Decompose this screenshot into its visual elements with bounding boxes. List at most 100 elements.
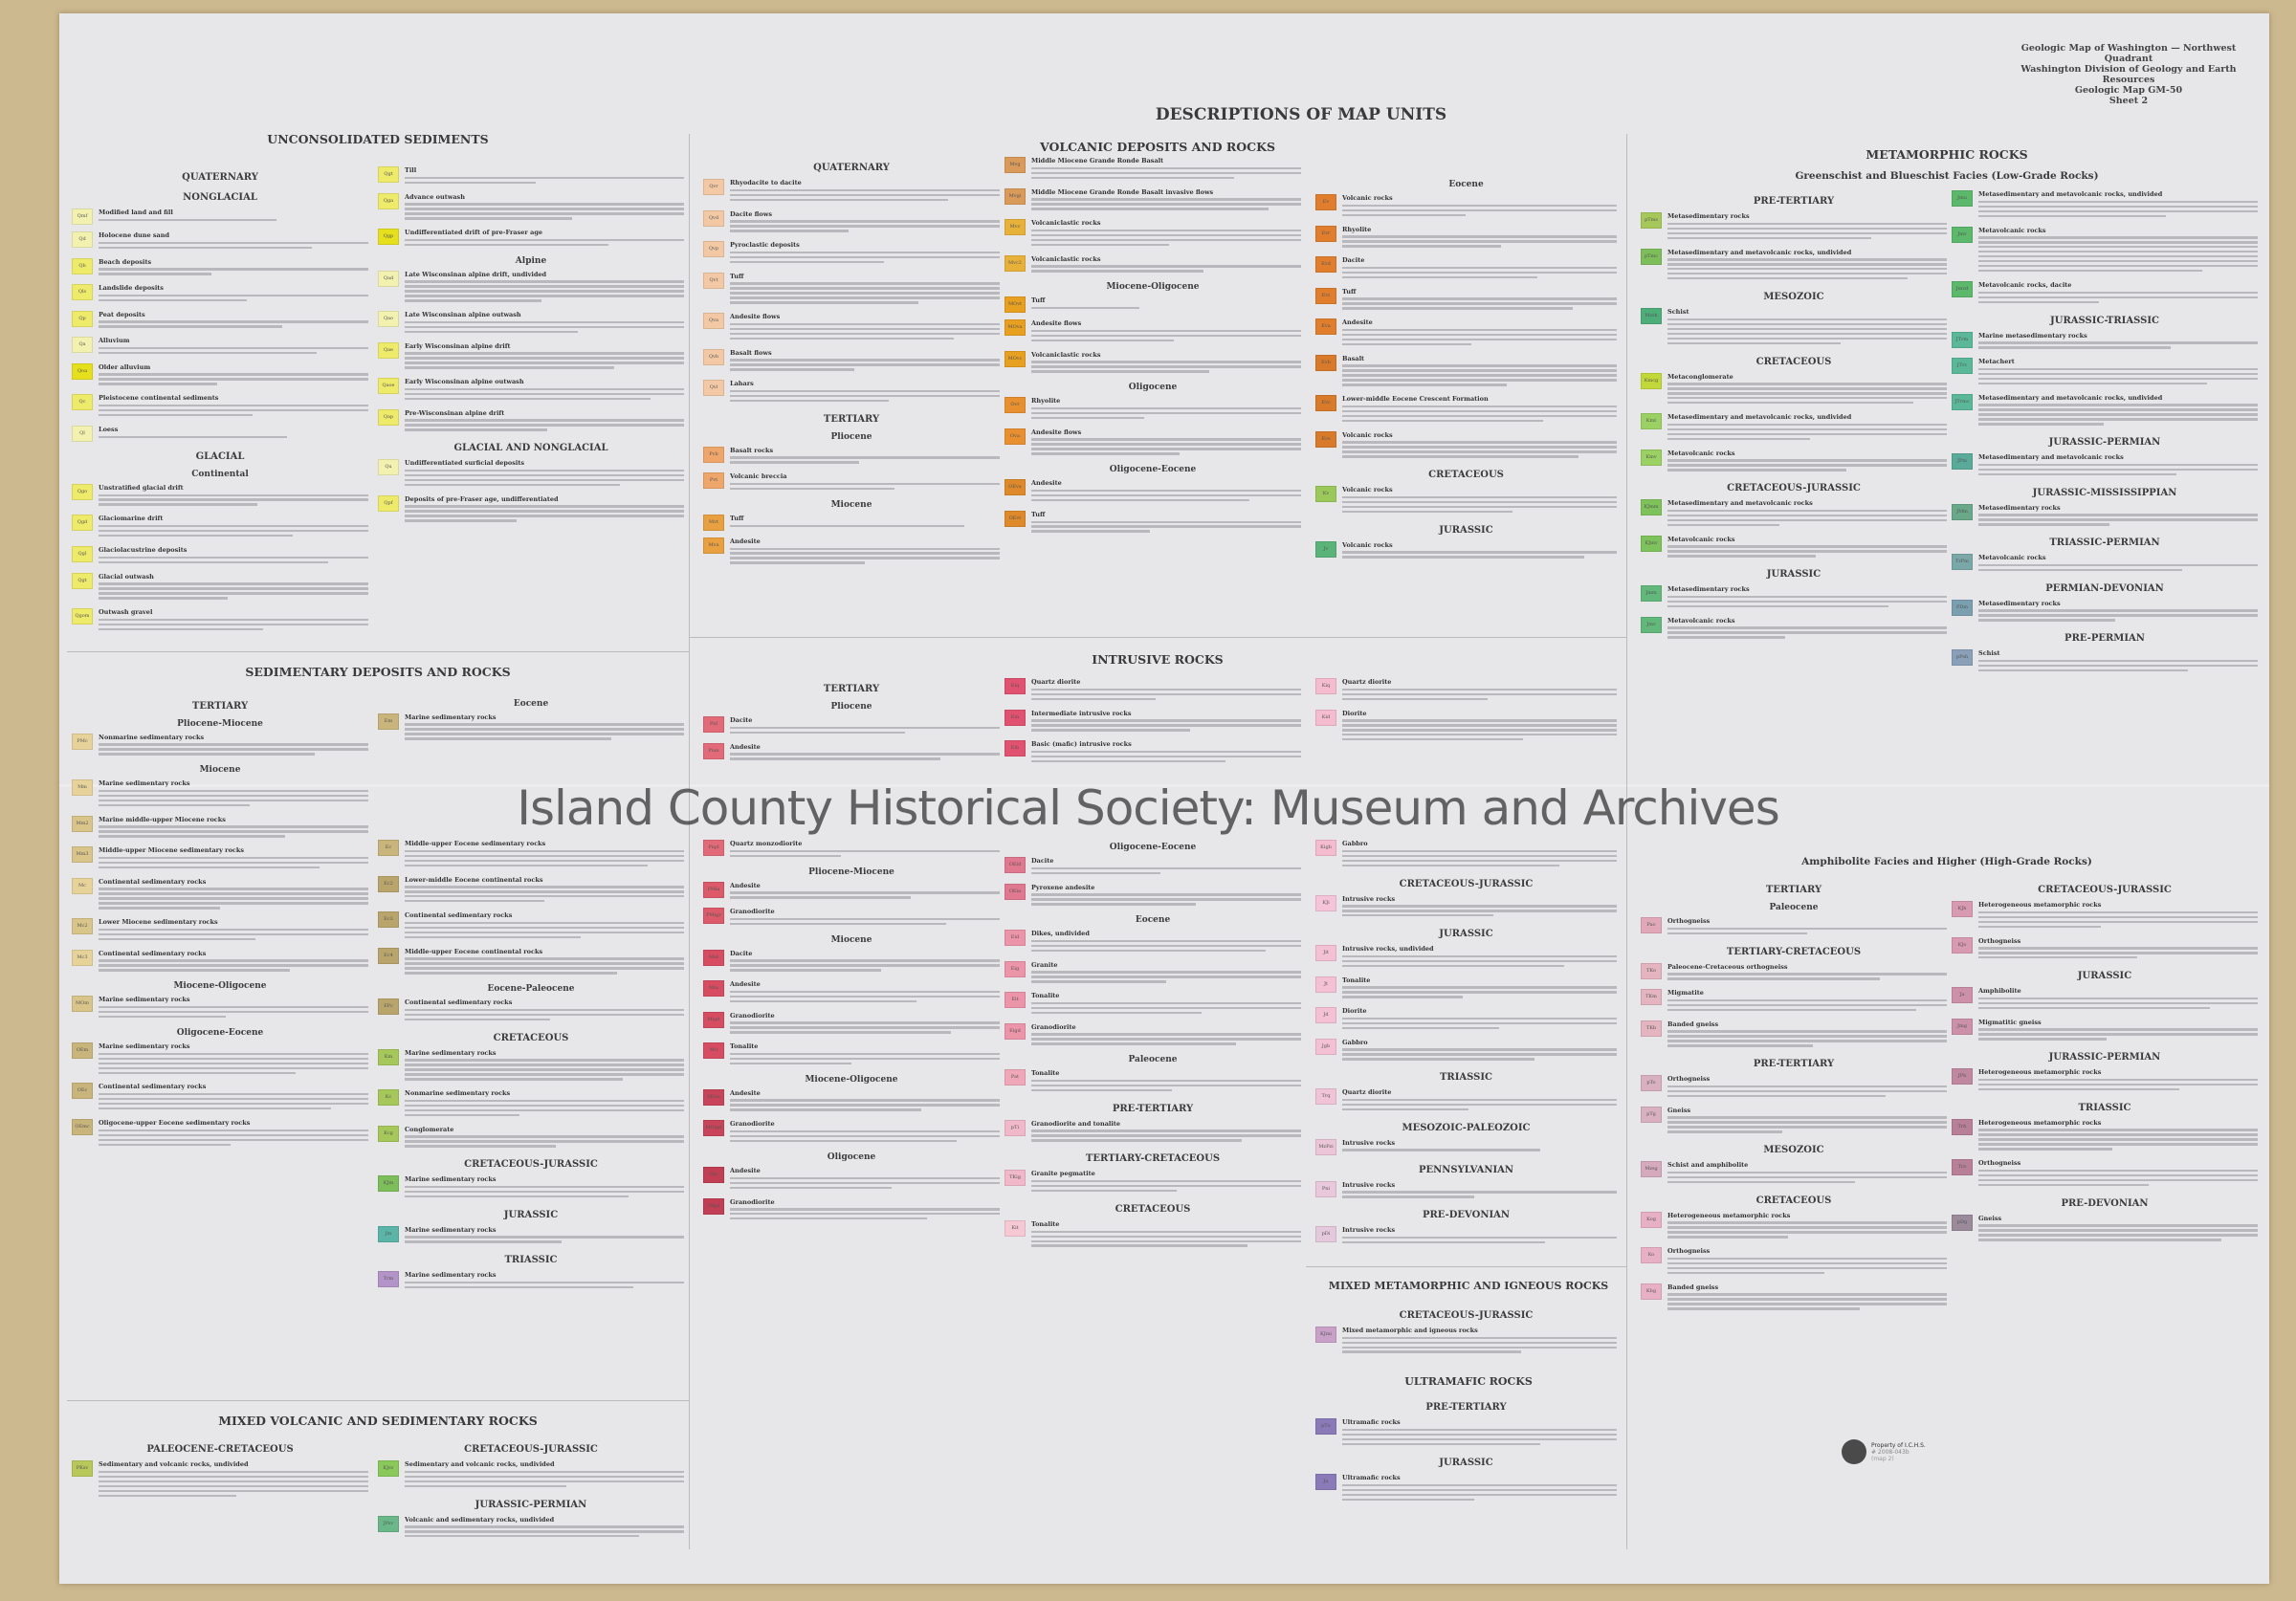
unit-color-swatch: Mvg	[1004, 157, 1026, 173]
map-unit: Jmm Metasedimentary rocks	[1641, 585, 1947, 610]
unit-name: Diorite	[1342, 1007, 1367, 1016]
description-text-line	[99, 888, 368, 890]
description-text-line	[1342, 719, 1617, 722]
unit-color-swatch: Kid	[1315, 709, 1336, 726]
description-text-line	[99, 1071, 296, 1074]
description-text-line	[1978, 1173, 2258, 1177]
description-text-line	[1978, 659, 2258, 663]
description-text-line	[99, 928, 368, 932]
heading-sedimentary: SEDIMENTARY DEPOSITS AND ROCKS	[245, 664, 511, 679]
description-text-line	[99, 937, 255, 941]
description-text-line	[405, 1018, 550, 1021]
description-text-line	[405, 295, 684, 297]
description-text-line	[1031, 243, 1169, 247]
unit-name: Metasedimentary rocks	[1978, 599, 2061, 607]
description-text-line	[730, 220, 1000, 223]
description-text-line	[1978, 1234, 2258, 1237]
description-text-line	[405, 397, 651, 401]
description-text-line	[1667, 595, 1947, 599]
unit-name: Orthogneiss	[1978, 936, 2021, 945]
unit-name: Basalt	[1342, 354, 1365, 362]
map-unit: KJmi Mixed metamorphic and igneous rocks	[1315, 1326, 1617, 1356]
unit-color-swatch: Qao	[378, 311, 399, 328]
map-unit: Qc Pleistocene continental sediments	[72, 394, 368, 419]
unit-name: Continental sedimentary rocks	[99, 1083, 207, 1091]
description-text-line	[99, 794, 368, 798]
map-unit: Jv Volcanic rocks	[1315, 540, 1617, 561]
description-text-line	[1978, 664, 2258, 668]
description-text-line	[1031, 949, 1267, 953]
description-text-line	[1667, 1298, 1947, 1301]
description-text-line	[730, 990, 1000, 994]
unit-color-swatch: Piqd	[703, 840, 724, 856]
description-text-line	[1342, 455, 1578, 458]
map-unit: OEvt Tuff	[1004, 510, 1301, 536]
description-text-line	[405, 483, 620, 487]
unit-name: Oligocene-upper Eocene sedimentary rocks	[99, 1119, 251, 1128]
epoch-heading: Miocene	[199, 765, 241, 776]
unit-name: Metavolcanic rocks	[1978, 554, 2046, 562]
unit-name: Middle-upper Eocene continental rocks	[405, 947, 543, 955]
description-text-line	[99, 320, 368, 323]
unit-color-swatch: Evc	[1315, 395, 1336, 412]
description-text-line	[1342, 379, 1617, 382]
map-unit: MOm Marine sedimentary rocks	[72, 996, 368, 1020]
description-text-line	[1342, 1021, 1617, 1025]
description-text-line	[1978, 372, 2258, 376]
unit-name: Andesite	[1342, 318, 1373, 327]
unit-color-swatch: Evb	[1315, 354, 1336, 371]
unit-color-swatch: OEva	[1004, 479, 1026, 496]
description-text-line	[1031, 692, 1301, 695]
unit-name: Quartz diorite	[1342, 1088, 1392, 1097]
unit-column: Qgt Till Qga Advance outwash Qgp Undifferenti…	[378, 163, 684, 531]
description-text-line	[1031, 971, 1301, 974]
map-unit: Qao Late Wisconsinan alpine outwash	[378, 311, 684, 336]
unit-name: Peat deposits	[99, 310, 145, 318]
unit-color-swatch: Eiq	[1004, 678, 1026, 694]
description-text-line	[1342, 954, 1617, 958]
description-text-line	[1031, 238, 1301, 242]
description-text-line	[730, 757, 940, 760]
period-heading: CRETACEOUS	[1115, 1203, 1191, 1215]
description-text-line	[1031, 944, 1301, 948]
description-text-line	[99, 1011, 368, 1014]
period-heading: PRE-TERTIARY	[1112, 1103, 1194, 1114]
unit-name: Andesite	[730, 537, 761, 545]
description-text-line	[1031, 759, 1226, 763]
description-text-line	[1978, 669, 2188, 672]
description-text-line	[99, 378, 368, 381]
period-heading: TRIASSIC	[504, 1255, 558, 1266]
unit-color-swatch: JPm	[1952, 453, 1973, 471]
watermark-text: Island County Historical Society: Museum…	[517, 780, 1780, 836]
divider	[67, 1400, 689, 1401]
map-unit: Tro Orthogneiss	[1952, 1159, 2258, 1189]
unit-name: Amphibolite	[1978, 987, 2021, 996]
map-unit: Kbg Banded gneiss	[1641, 1283, 1947, 1313]
map-unit: Qgom Outwash gravel	[72, 608, 368, 633]
description-text-line	[730, 891, 1000, 894]
description-text-line	[405, 1475, 684, 1478]
unit-name: Orthogneiss	[1667, 1247, 1711, 1256]
unit-color-swatch: Qa	[72, 337, 93, 354]
map-unit: pTmc Metasedimentary and metavolcanic roc…	[1641, 248, 1947, 283]
description-text-line	[99, 856, 368, 860]
description-text-line	[1667, 1116, 1947, 1119]
period-heading: TERTIARY-CRETACEOUS	[1085, 1153, 1221, 1165]
map-unit: Qgp Undifferentiated drift of pre-Fraser …	[378, 229, 684, 249]
unit-name: Quartz diorite	[1342, 678, 1392, 686]
unit-color-swatch: Pian	[703, 742, 724, 759]
map-unit: Kv Volcanic rocks	[1315, 486, 1617, 515]
unit-color-swatch: Jmv	[1641, 616, 1662, 633]
description-text-line	[1342, 1483, 1617, 1486]
description-text-line	[405, 1113, 519, 1117]
period-heading: JURASSIC-PERMIAN	[2048, 437, 2161, 449]
description-text-line	[1667, 428, 1947, 431]
description-text-line	[405, 1135, 684, 1138]
description-text-line	[1342, 1240, 1546, 1244]
unit-color-swatch: Trq	[1315, 1088, 1336, 1106]
unit-color-swatch: Qvd	[703, 209, 724, 227]
description-text-line	[1978, 910, 2258, 913]
description-text-line	[99, 964, 368, 967]
description-text-line	[99, 907, 220, 910]
heading-ultramafic: ULTRAMAFIC ROCKS	[1404, 1375, 1533, 1389]
